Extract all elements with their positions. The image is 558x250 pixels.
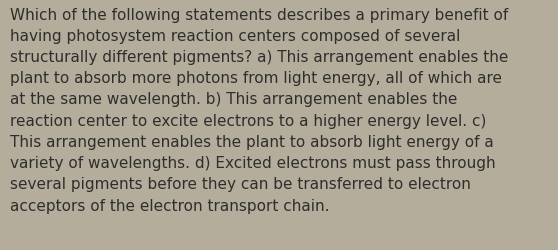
Text: Which of the following statements describes a primary benefit of
having photosys: Which of the following statements descri… <box>10 8 508 213</box>
